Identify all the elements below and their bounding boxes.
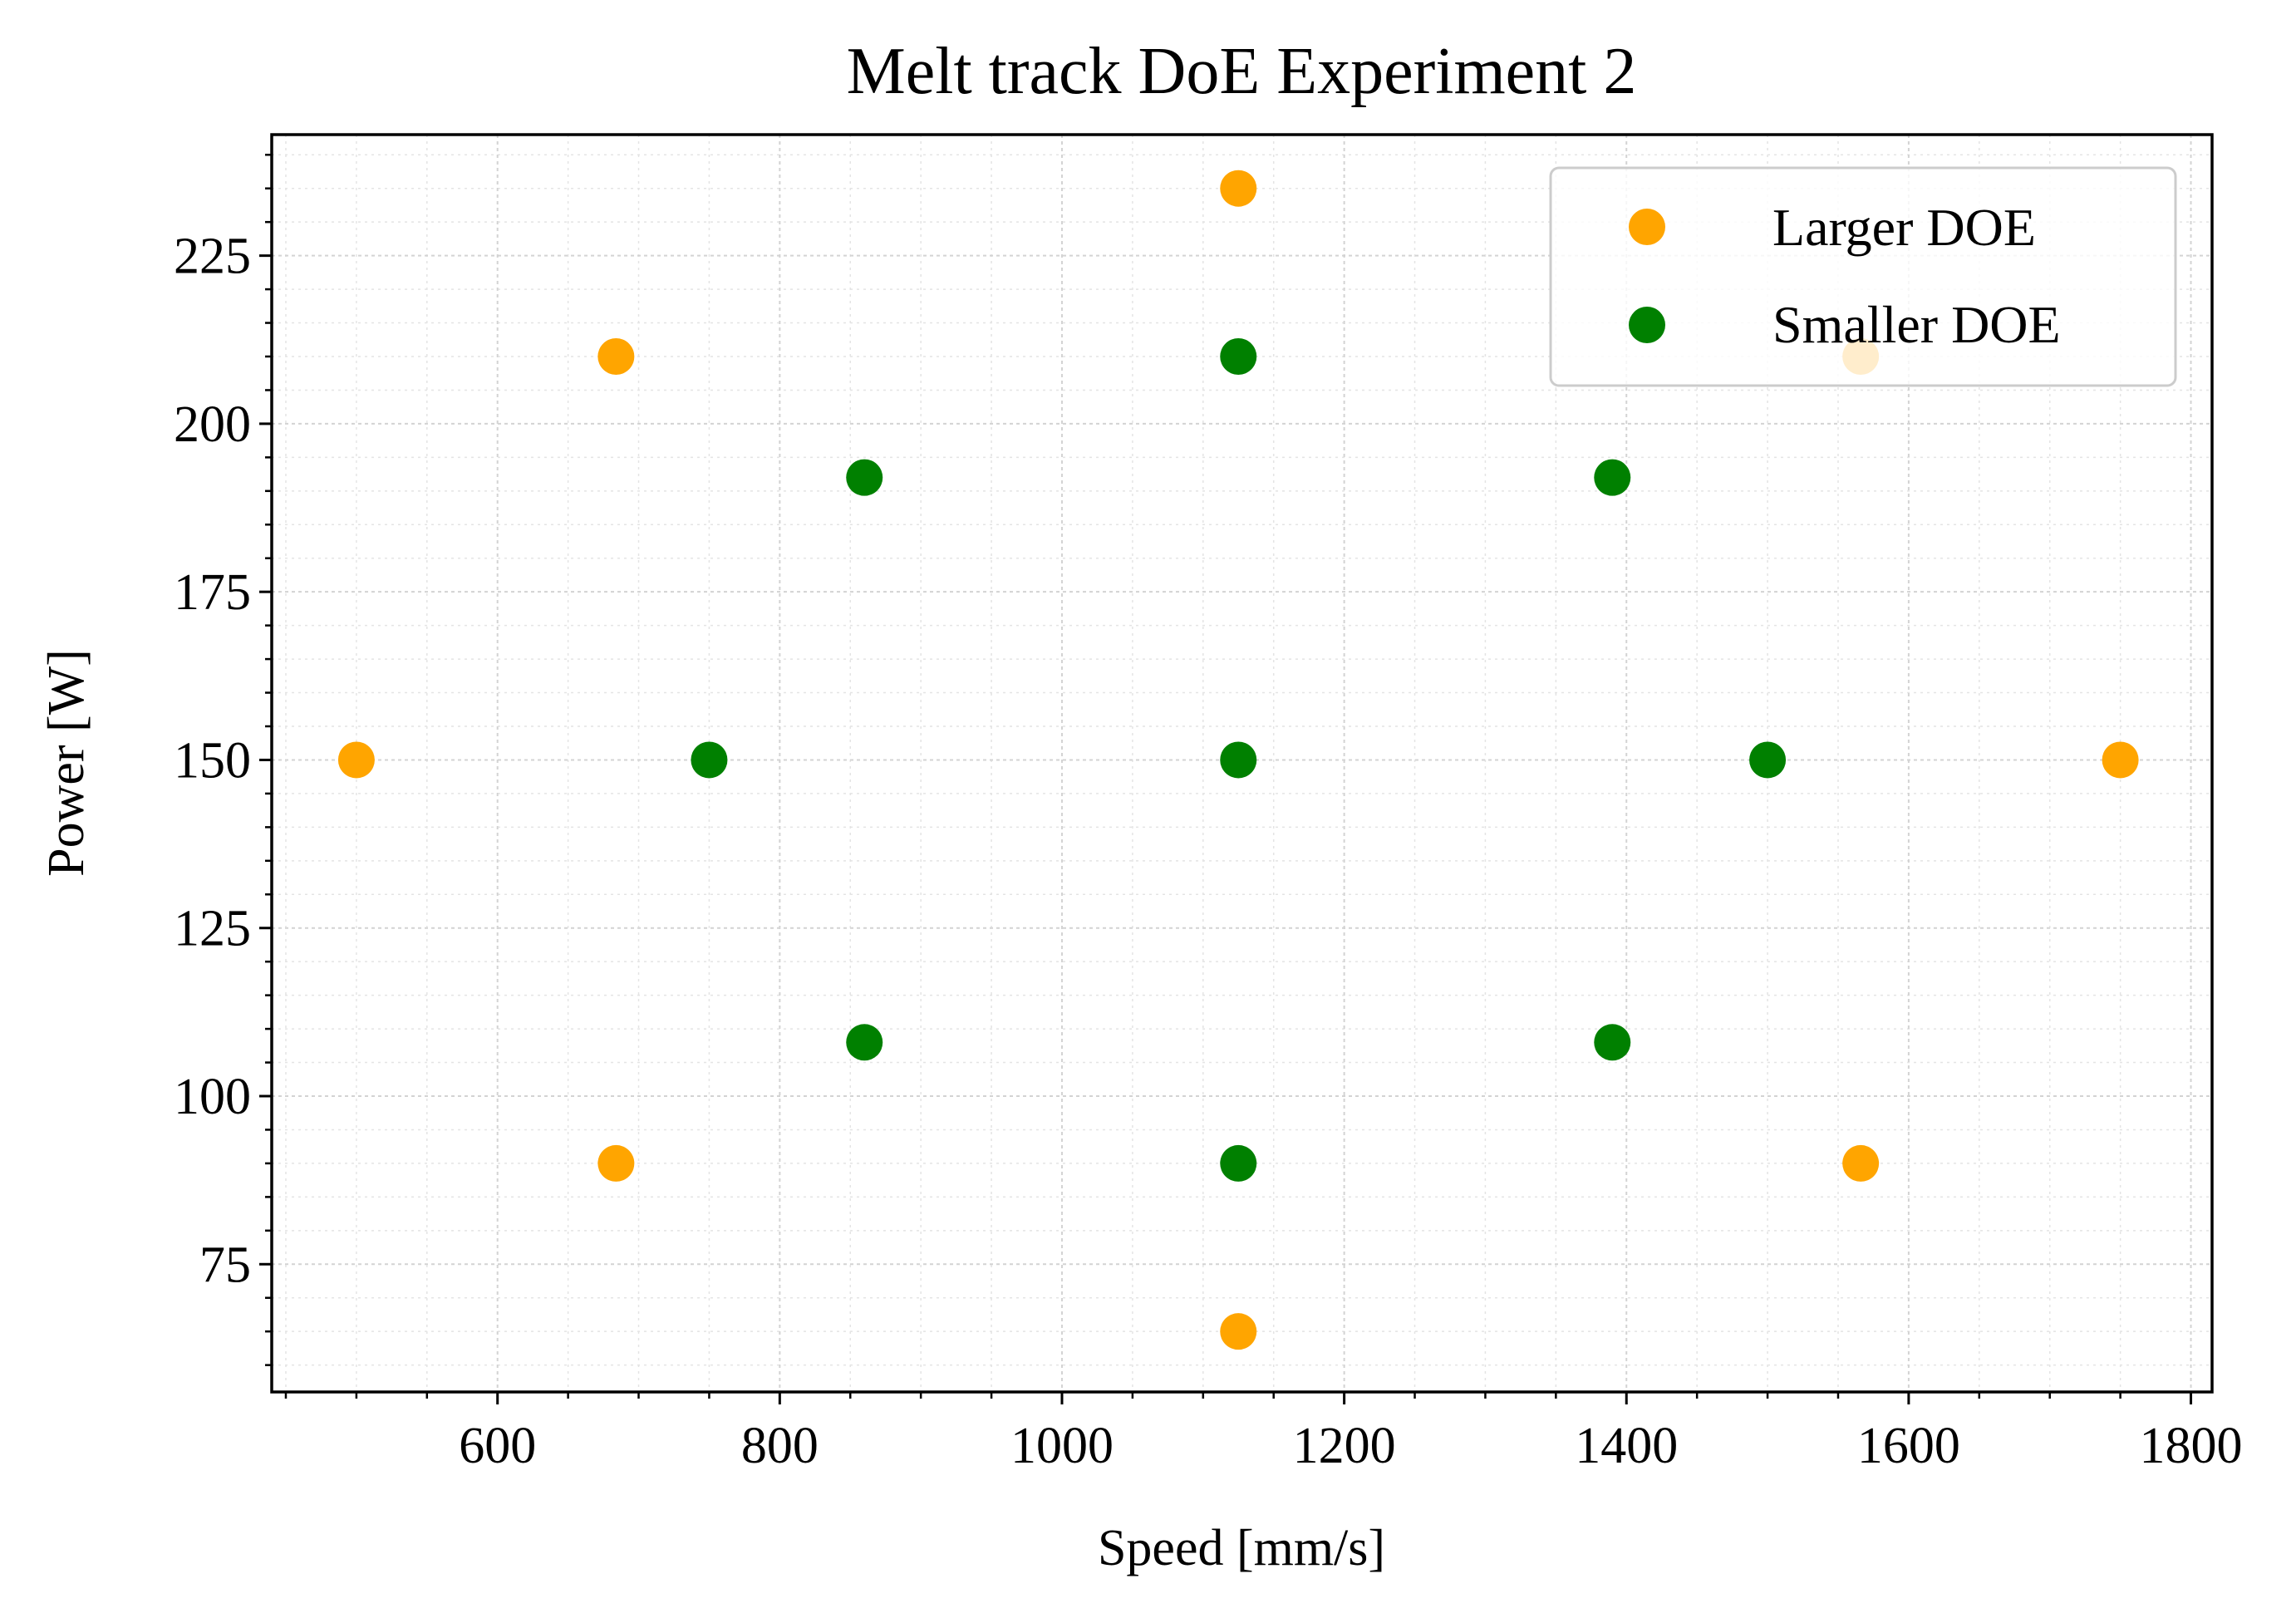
x-axis-label: Speed [mm/s] — [1098, 1520, 1385, 1576]
data-point-smaller-doe — [1220, 1144, 1257, 1182]
data-point-smaller-doe — [1594, 459, 1631, 496]
legend-label-larger-doe: Larger DOE — [1772, 198, 2036, 257]
data-point-larger-doe — [1220, 170, 1257, 207]
x-tick-label: 1400 — [1575, 1418, 1678, 1474]
y-tick-label: 150 — [174, 732, 251, 789]
data-point-larger-doe — [337, 741, 375, 779]
x-tick-label: 1600 — [1857, 1418, 1960, 1474]
y-tick-label: 175 — [174, 564, 251, 621]
data-point-smaller-doe — [846, 1024, 883, 1061]
x-tick-label: 1200 — [1293, 1418, 1396, 1474]
y-axis-label: Power [W] — [38, 649, 95, 877]
data-point-larger-doe — [597, 338, 635, 375]
y-tick-label: 125 — [174, 901, 251, 957]
data-point-smaller-doe — [1749, 741, 1787, 779]
data-point-smaller-doe — [1594, 1024, 1631, 1061]
x-tick-label: 800 — [741, 1418, 819, 1474]
y-tick-label: 200 — [174, 396, 251, 453]
legend-marker-larger-doe — [1629, 209, 1665, 245]
y-tick-label: 75 — [199, 1237, 251, 1293]
data-point-smaller-doe — [1220, 338, 1257, 375]
x-tick-label: 1000 — [1010, 1418, 1114, 1474]
data-point-smaller-doe — [691, 741, 728, 779]
legend-label-smaller-doe: Smaller DOE — [1772, 295, 2061, 354]
data-points — [337, 170, 2139, 1350]
data-point-larger-doe — [597, 1144, 635, 1182]
legend-box — [1549, 166, 2177, 387]
data-point-smaller-doe — [846, 459, 883, 496]
data-point-larger-doe — [2102, 741, 2139, 779]
x-tick-label: 1800 — [2140, 1418, 2243, 1474]
y-tick-label: 225 — [174, 229, 251, 285]
chart-title: Melt track DoE Experiment 2 — [847, 35, 1637, 108]
y-tick-label: 100 — [174, 1069, 251, 1125]
plot-frame — [270, 133, 2214, 1394]
legend-marker-smaller-doe — [1629, 307, 1665, 343]
legend: Larger DOE Smaller DOE — [1549, 166, 2177, 387]
data-point-smaller-doe — [1220, 741, 1257, 779]
data-point-larger-doe — [1220, 1313, 1257, 1350]
data-point-larger-doe — [1842, 1144, 1880, 1182]
x-tick-label: 600 — [459, 1418, 536, 1474]
axis-ticks: 600 800 1000 1200 1400 1600 1800 75 100 125 150 175… — [174, 154, 2243, 1474]
